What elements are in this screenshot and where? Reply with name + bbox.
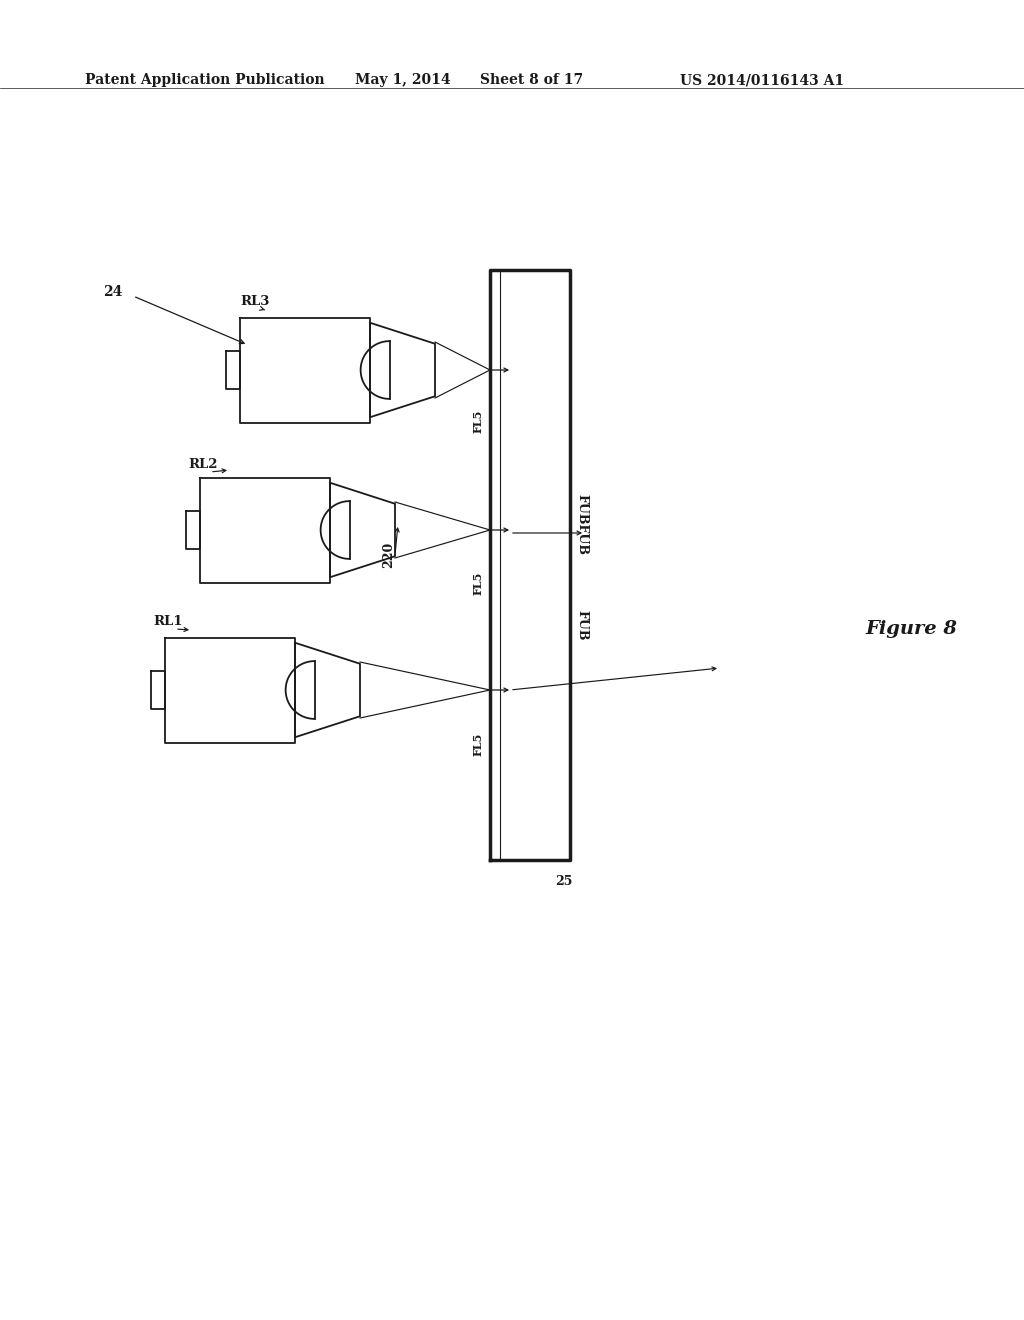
Text: 220: 220 <box>382 543 395 568</box>
Text: RL2: RL2 <box>188 458 217 471</box>
Text: US 2014/0116143 A1: US 2014/0116143 A1 <box>680 73 844 87</box>
Text: May 1, 2014: May 1, 2014 <box>355 73 451 87</box>
Text: RL1: RL1 <box>153 615 182 628</box>
Text: FL5: FL5 <box>472 411 483 433</box>
Text: FL5: FL5 <box>472 733 483 756</box>
Text: FL5: FL5 <box>472 572 483 595</box>
Text: RL3: RL3 <box>240 294 269 308</box>
Text: Patent Application Publication: Patent Application Publication <box>85 73 325 87</box>
Text: FUB: FUB <box>575 610 588 640</box>
Text: 24: 24 <box>103 285 123 300</box>
Text: Figure 8: Figure 8 <box>865 620 957 638</box>
Text: 25: 25 <box>555 875 572 888</box>
Text: FUBFUB: FUBFUB <box>575 495 588 556</box>
Text: Sheet 8 of 17: Sheet 8 of 17 <box>480 73 583 87</box>
